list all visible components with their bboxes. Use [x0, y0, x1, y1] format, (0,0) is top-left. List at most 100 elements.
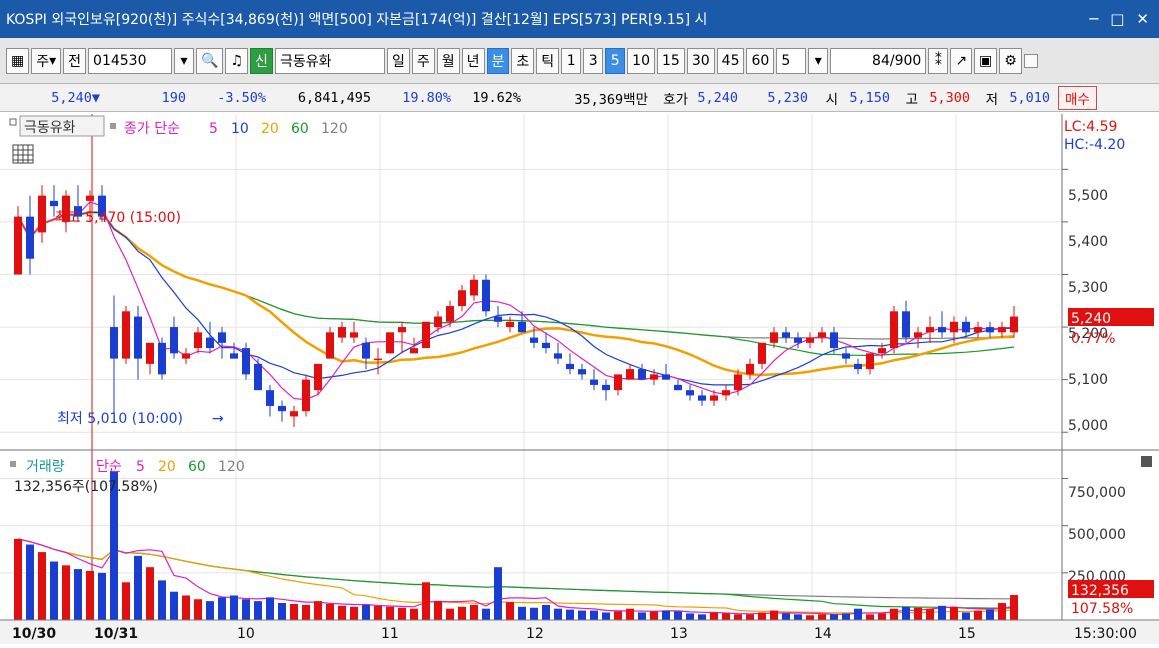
- interval-30[interactable]: 30: [686, 47, 715, 74]
- candle-body: [338, 327, 346, 338]
- period-tab-day[interactable]: 일: [386, 47, 410, 74]
- volume-bar: [806, 615, 814, 620]
- interval-45[interactable]: 45: [716, 47, 745, 74]
- volume-bar: [482, 608, 490, 620]
- volume-bar: [38, 552, 46, 620]
- stock-code-input[interactable]: 014530: [88, 47, 173, 74]
- new-badge[interactable]: 신: [250, 47, 273, 74]
- volume-bar: [86, 570, 94, 620]
- interval-3[interactable]: 3: [583, 47, 604, 74]
- volume-bar: [14, 538, 22, 620]
- interval-1[interactable]: 1: [561, 47, 582, 74]
- candle-body: [158, 342, 166, 375]
- volume-bar: [938, 605, 946, 620]
- volume-bar: [590, 610, 598, 620]
- volume-bar: [26, 544, 34, 620]
- candle-body: [602, 384, 610, 391]
- period-tab-month[interactable]: 월: [436, 47, 460, 74]
- interval-15[interactable]: 15: [657, 47, 685, 74]
- volume-bar: [194, 599, 202, 620]
- volume-bar: [578, 610, 586, 620]
- grid-menu-icon[interactable]: ▦: [6, 47, 30, 74]
- ask-price: 5,240: [697, 89, 738, 106]
- volume-bar: [626, 608, 634, 620]
- ma60-label: 60: [291, 121, 309, 137]
- candle-body: [926, 327, 934, 333]
- code-dropdown-icon[interactable]: ▾: [174, 47, 195, 74]
- x-axis-label: 10/30: [12, 626, 56, 642]
- volume-toggle-icon[interactable]: [10, 461, 16, 467]
- buy-button[interactable]: 매수: [1058, 85, 1097, 110]
- ma20-line: [16, 210, 1015, 377]
- rate-2: 19.62%: [472, 89, 521, 106]
- prev-button[interactable]: 전: [63, 47, 87, 74]
- candle-body: [398, 327, 406, 333]
- line-draw-icon[interactable]: ↗: [950, 47, 973, 74]
- chart-svg[interactable]: 극동유화 종가 단순 5 10 20 60 120 LC:4.59 HC:-4.…: [0, 114, 1159, 644]
- current-pct-tag: 0.77%: [1071, 331, 1115, 347]
- low-arrow-icon: →: [212, 411, 224, 427]
- candle-body: [986, 327, 994, 333]
- period-tab-week[interactable]: 주: [411, 47, 435, 74]
- minimize-button[interactable]: ─: [1089, 10, 1099, 28]
- close-panel-icon[interactable]: [1141, 456, 1152, 467]
- volume-bar: [638, 612, 646, 620]
- ma-toggle-icon[interactable]: [110, 123, 116, 129]
- search-icon[interactable]: 🔍: [196, 47, 224, 74]
- period-tab-minute[interactable]: 분: [486, 47, 510, 74]
- candle-body: [278, 405, 286, 412]
- count-value: 84: [872, 52, 890, 69]
- candle-body: [326, 332, 334, 359]
- market-select[interactable]: 주 ▾: [31, 47, 62, 74]
- volume-bar: [854, 608, 862, 620]
- gear-icon[interactable]: ⚙: [999, 47, 1022, 74]
- open-label: 시: [825, 91, 838, 108]
- candle-body: [350, 332, 358, 338]
- candle-body: [50, 200, 58, 207]
- candle-body: [662, 374, 670, 380]
- candle-body: [962, 321, 970, 333]
- ma120-label: 120: [321, 121, 348, 137]
- quote-bar: 5,240▼ 190 -3.50% 6,841,495 19.80% 19.62…: [0, 84, 1159, 112]
- candle-body: [638, 369, 646, 380]
- current-price-tag-bg: [1068, 308, 1154, 326]
- close-button[interactable]: ✕: [1136, 10, 1149, 28]
- panel-toggle-icon[interactable]: [9, 118, 17, 126]
- candle-type-icon[interactable]: ⁑: [928, 47, 949, 74]
- candle-body: [830, 332, 838, 349]
- candle-body: [134, 316, 142, 359]
- candle-body: [434, 316, 442, 328]
- count-field[interactable]: 84/900: [830, 47, 927, 74]
- price-change-pct: -3.50%: [217, 89, 266, 106]
- period-tab-year[interactable]: 년: [461, 47, 485, 74]
- x-axis-label: 12: [526, 626, 544, 642]
- candle-body: [674, 384, 682, 391]
- period-tab-tick[interactable]: 틱: [536, 47, 560, 74]
- candles: [14, 185, 1018, 427]
- checkbox[interactable]: [1023, 53, 1038, 68]
- table-icon[interactable]: [12, 144, 34, 164]
- current-price-tag: 5,240: [1071, 311, 1111, 327]
- interval-input[interactable]: 5: [776, 47, 807, 74]
- bid-price: 5,230: [767, 89, 808, 106]
- volume-bar: [998, 603, 1006, 620]
- count-total: /900: [889, 52, 922, 69]
- candle-body: [194, 332, 202, 349]
- candle-body: [758, 342, 766, 364]
- interval-60[interactable]: 60: [746, 47, 775, 74]
- volume-bar: [422, 582, 430, 620]
- interval-5[interactable]: 5: [605, 47, 626, 74]
- x-axis-label: 13: [670, 626, 688, 642]
- interval-dropdown-icon[interactable]: ▾: [808, 47, 829, 74]
- speaker-icon[interactable]: ♫: [225, 47, 249, 74]
- save-icon[interactable]: ▣: [974, 47, 998, 74]
- maximize-button[interactable]: □: [1110, 10, 1125, 28]
- interval-10[interactable]: 10: [627, 47, 655, 74]
- volume-bar: [830, 614, 838, 620]
- period-tab-second[interactable]: 초: [511, 47, 535, 74]
- candle-body: [770, 332, 778, 343]
- candle-body: [542, 342, 550, 349]
- volume-bar: [962, 612, 970, 620]
- volume-bar: [770, 610, 778, 620]
- volume-bar: [518, 606, 526, 620]
